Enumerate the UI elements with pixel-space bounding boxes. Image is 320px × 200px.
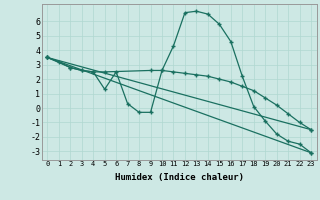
X-axis label: Humidex (Indice chaleur): Humidex (Indice chaleur) [115,173,244,182]
